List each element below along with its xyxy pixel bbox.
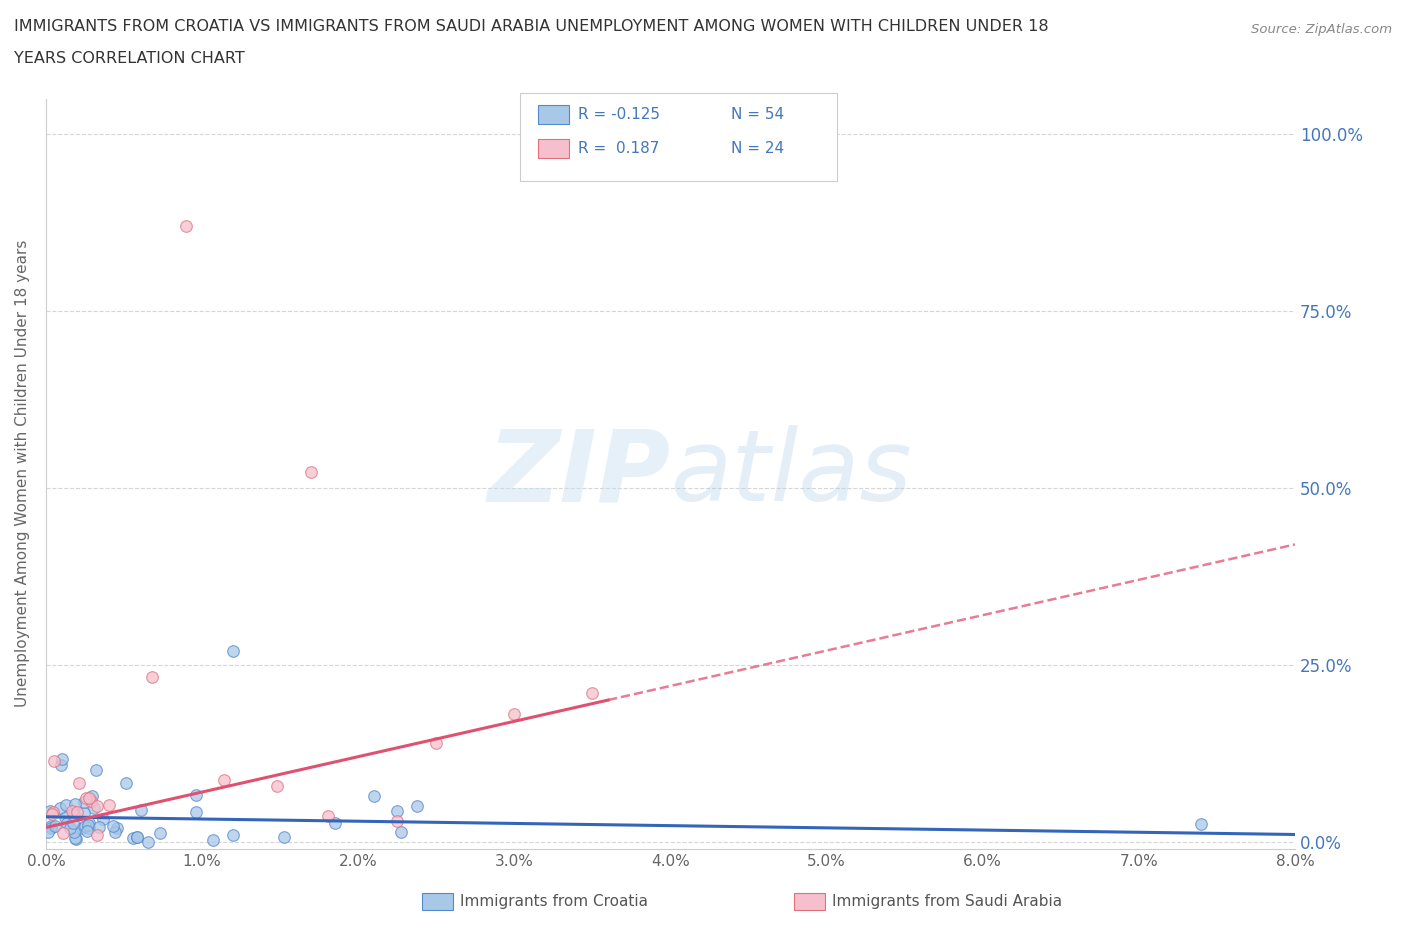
Point [67, 776, 90, 790]
Point [76, 824, 98, 839]
Point [115, 776, 138, 790]
Point [72, 795, 94, 810]
Y-axis label: Unemployment Among Women with Children Under 18 years: Unemployment Among Women with Children U… [15, 240, 30, 708]
Text: Immigrants from Croatia: Immigrants from Croatia [460, 894, 648, 909]
Point [82, 789, 104, 804]
Point [41, 806, 63, 821]
Point [363, 789, 385, 804]
Text: YEARS CORRELATION CHART: YEARS CORRELATION CHART [14, 51, 245, 66]
Point [581, 685, 603, 700]
Point [75, 818, 97, 833]
Point [75, 790, 97, 805]
Text: Immigrants from Saudi Arabia: Immigrants from Saudi Arabia [832, 894, 1063, 909]
Point [323, 816, 346, 830]
Text: ZIP: ZIP [488, 425, 671, 522]
Point [121, 830, 143, 845]
Point [60, 804, 83, 818]
Point [39, 820, 62, 835]
Text: R = -0.125: R = -0.125 [578, 107, 659, 122]
Point [176, 219, 198, 233]
Point [316, 808, 339, 823]
Point [141, 670, 163, 684]
Point [136, 834, 159, 849]
Point [503, 707, 526, 722]
Point [66, 804, 89, 819]
Point [62, 808, 84, 823]
Point [49, 757, 72, 772]
Point [149, 825, 172, 840]
Text: N = 54: N = 54 [731, 107, 785, 122]
Point [63, 830, 86, 845]
Point [70, 821, 93, 836]
Point [127, 830, 149, 844]
Point [266, 779, 288, 794]
Point [222, 828, 245, 843]
Point [80, 794, 103, 809]
Point [87, 819, 110, 834]
Point [39, 819, 62, 834]
Point [72, 805, 94, 820]
Point [77, 790, 100, 805]
Point [41, 804, 63, 819]
Point [63, 824, 86, 839]
Point [83, 801, 105, 816]
Point [63, 797, 86, 812]
Point [1189, 817, 1212, 831]
Text: IMMIGRANTS FROM CROATIA VS IMMIGRANTS FROM SAUDI ARABIA UNEMPLOYMENT AMONG WOMEN: IMMIGRANTS FROM CROATIA VS IMMIGRANTS FR… [14, 19, 1049, 33]
Point [212, 772, 235, 787]
Text: N = 24: N = 24 [731, 141, 785, 156]
Text: R =  0.187: R = 0.187 [578, 141, 659, 156]
Point [39, 804, 62, 818]
Text: atlas: atlas [671, 425, 912, 522]
Point [184, 788, 207, 803]
Point [425, 735, 447, 750]
Point [37, 825, 59, 840]
Point [55, 797, 77, 812]
Point [104, 825, 127, 840]
Point [98, 798, 121, 813]
Point [62, 816, 84, 830]
Point [129, 803, 152, 817]
Text: Source: ZipAtlas.com: Source: ZipAtlas.com [1251, 23, 1392, 36]
Point [125, 830, 148, 844]
Point [91, 812, 114, 827]
Point [406, 798, 429, 813]
Point [86, 799, 108, 814]
Point [44, 818, 66, 833]
Point [222, 644, 245, 658]
Point [387, 804, 409, 818]
Point [389, 825, 412, 840]
Point [101, 818, 124, 833]
Point [51, 751, 73, 766]
Point [301, 464, 323, 479]
Point [273, 830, 295, 844]
Point [52, 826, 75, 841]
Point [385, 814, 408, 829]
Point [56, 816, 79, 830]
Point [58, 821, 80, 836]
Point [77, 816, 100, 830]
Point [202, 832, 225, 847]
Point [84, 763, 107, 777]
Point [105, 821, 128, 836]
Point [65, 831, 87, 846]
Point [79, 820, 101, 835]
Point [184, 804, 207, 819]
Point [55, 809, 77, 824]
Point [77, 817, 100, 832]
Point [86, 828, 108, 843]
Point [42, 753, 65, 768]
Point [49, 801, 72, 816]
